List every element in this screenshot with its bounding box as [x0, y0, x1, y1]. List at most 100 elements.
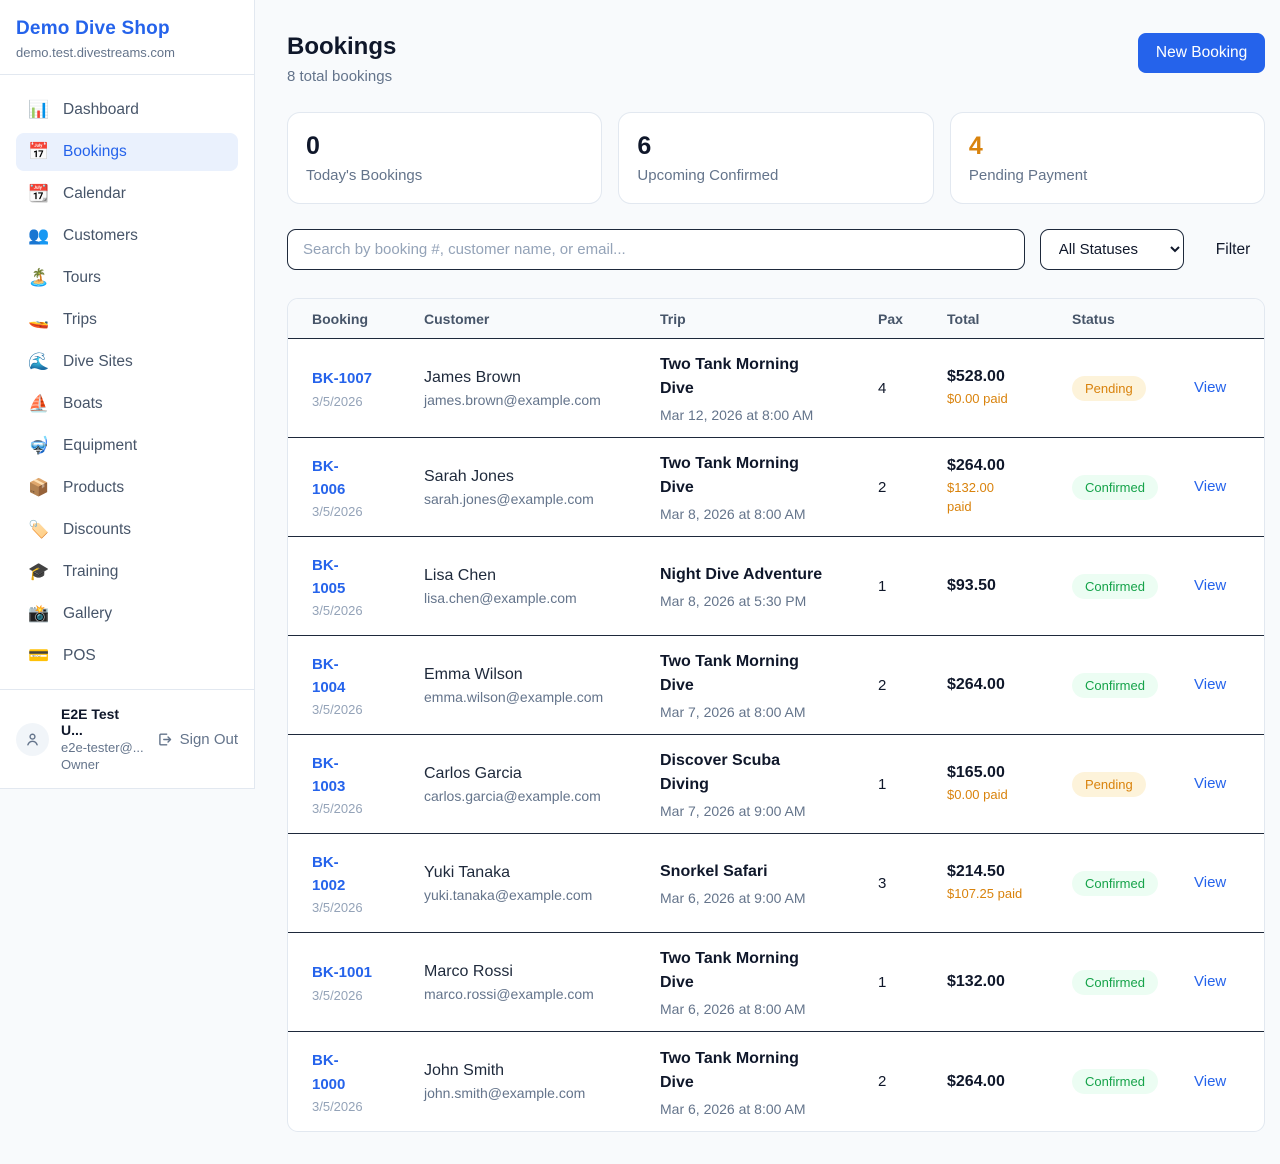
pax-count: 2 [878, 676, 887, 694]
pax-count: 1 [878, 577, 887, 595]
customer-email: emma.wilson@example.com [424, 688, 604, 705]
controls-row: All Statuses Filter [287, 229, 1265, 270]
sidebar-item-label: Customers [63, 227, 138, 244]
paid-amount: $107.25 paid [947, 885, 1023, 901]
customer-cell: Emma Wilson emma.wilson@example.com [424, 666, 660, 705]
stat-label: Upcoming Confirmed [637, 167, 779, 184]
sidebar-item-dive-sites[interactable]: 🌊 Dive Sites [16, 343, 238, 381]
wave-icon: 🌊 [28, 352, 50, 371]
filter-button[interactable]: Filter [1201, 233, 1265, 267]
total-cell: $93.50 [947, 577, 1072, 595]
view-link[interactable]: View [1194, 379, 1227, 396]
customer-email: sarah.jones@example.com [424, 490, 594, 507]
booking-date: 3/5/2026 [312, 1098, 363, 1114]
view-link[interactable]: View [1194, 973, 1227, 990]
sidebar-item-dashboard[interactable]: 📊 Dashboard [16, 91, 238, 129]
label-tag-icon: 🏷️ [28, 520, 50, 539]
new-booking-button[interactable]: New Booking [1137, 33, 1266, 73]
sidebar-item-tours[interactable]: 🏝️ Tours [16, 259, 238, 297]
sidebar-item-products[interactable]: 📦 Products [16, 469, 238, 507]
trip-datetime: Mar 8, 2026 at 5:30 PM [660, 593, 807, 609]
graduation-cap-icon: 🎓 [28, 562, 50, 581]
sidebar-item-boats[interactable]: ⛵ Boats [16, 385, 238, 423]
view-link[interactable]: View [1194, 478, 1227, 495]
calendar-icon: 📅 [28, 142, 50, 161]
page-header: Bookings 8 total bookings New Booking [287, 33, 1266, 85]
bar-chart-icon: 📊 [28, 100, 50, 119]
sidebar-item-calendar[interactable]: 📆 Calendar [16, 175, 238, 213]
booking-cell: BK-1001 3/5/2026 [312, 961, 424, 1002]
sidebar-item-label: Discounts [63, 521, 132, 538]
stat-card: 0 Today's Bookings [287, 112, 603, 204]
diving-mask-icon: 🤿 [28, 436, 50, 455]
customer-cell: Carlos Garcia carlos.garcia@example.com [424, 765, 660, 804]
stat-value: 6 [637, 132, 652, 160]
sidebar-item-label: Dashboard [63, 101, 139, 118]
total-cell: $132.00 [947, 973, 1072, 991]
title-block: Bookings 8 total bookings [287, 33, 396, 85]
status-cell: Confirmed [1072, 474, 1194, 500]
trip-datetime: Mar 12, 2026 at 8:00 AM [660, 407, 814, 423]
pax-count: 1 [878, 973, 887, 991]
speedboat-icon: 🚤 [28, 310, 50, 329]
person-icon [27, 733, 38, 746]
user-footer: E2E Test U... e2e-tester@... Owner Sign … [0, 689, 254, 788]
view-link[interactable]: View [1194, 577, 1227, 594]
stat-card: 6 Upcoming Confirmed [618, 112, 934, 204]
column-header-total: Total [947, 310, 980, 327]
page-subtitle: 8 total bookings [287, 68, 393, 85]
total-amount: $264.00 [947, 1072, 1005, 1090]
sidebar-item-equipment[interactable]: 🤿 Equipment [16, 427, 238, 465]
booking-number-link[interactable]: BK-1007 [312, 370, 373, 388]
booking-number-link[interactable]: BK- 1003 [312, 754, 346, 795]
action-cell: View [1194, 1073, 1240, 1091]
view-link[interactable]: View [1194, 874, 1227, 891]
view-link[interactable]: View [1194, 775, 1227, 792]
status-filter-select[interactable]: All Statuses [1039, 229, 1184, 270]
sidebar-item-label: Calendar [63, 185, 126, 202]
sailboat-icon: ⛵ [28, 394, 50, 413]
sidebar-item-bookings[interactable]: 📅 Bookings [16, 133, 238, 171]
sidebar-item-trips[interactable]: 🚤 Trips [16, 301, 238, 339]
avatar [16, 722, 49, 756]
search-input[interactable] [287, 229, 1025, 270]
sidebar-item-customers[interactable]: 👥 Customers [16, 217, 238, 255]
trip-name: Two Tank Morning Dive [660, 356, 799, 397]
booking-number-link[interactable]: BK- 1002 [312, 853, 346, 894]
trip-cell: Two Tank Morning Dive Mar 6, 2026 at 8:0… [660, 1047, 878, 1117]
table-row: BK-1001 3/5/2026 Marco Rossi marco.rossi… [288, 933, 1265, 1032]
package-icon: 📦 [28, 478, 50, 497]
trip-cell: Snorkel Safari Mar 6, 2026 at 9:00 AM [660, 860, 878, 906]
user-info: E2E Test U... e2e-tester@... Owner [61, 706, 144, 772]
sidebar-item-pos[interactable]: 💳 POS [16, 637, 238, 675]
sidebar-item-label: Trips [63, 311, 97, 328]
view-link[interactable]: View [1194, 1072, 1227, 1090]
paid-amount: $0.00 paid [947, 786, 1008, 802]
sidebar-item-label: Products [63, 479, 125, 496]
table-body: BK-1007 3/5/2026 James Brown james.brown… [288, 339, 1265, 1131]
trip-cell: Discover Scuba Diving Mar 7, 2026 at 9:0… [660, 749, 878, 819]
booking-cell: BK- 1006 3/5/2026 [312, 455, 424, 520]
tear-off-calendar-icon: 📆 [28, 184, 50, 203]
booking-number-link[interactable]: BK- 1005 [312, 556, 346, 597]
sidebar-item-gallery[interactable]: 📸 Gallery [16, 595, 238, 633]
booking-cell: BK- 1005 3/5/2026 [312, 554, 424, 619]
sign-out-button[interactable]: Sign Out [156, 731, 238, 748]
view-link[interactable]: View [1194, 676, 1227, 693]
booking-number-link[interactable]: BK- 1000 [312, 1052, 346, 1093]
table-row: BK- 1003 3/5/2026 Carlos Garcia carlos.g… [288, 735, 1265, 834]
page-title: Bookings [287, 33, 397, 60]
booking-number-link[interactable]: BK- 1006 [312, 457, 346, 498]
sidebar-item-training[interactable]: 🎓 Training [16, 553, 238, 591]
booking-number-link[interactable]: BK-1001 [312, 964, 373, 982]
trip-name: Two Tank Morning Dive [660, 950, 799, 991]
booking-number-link[interactable]: BK- 1004 [312, 655, 346, 696]
customer-cell: Marco Rossi marco.rossi@example.com [424, 963, 660, 1002]
status-badge: Confirmed [1072, 573, 1158, 599]
sidebar-item-discounts[interactable]: 🏷️ Discounts [16, 511, 238, 549]
trip-name: Two Tank Morning Dive [660, 653, 799, 694]
booking-cell: BK- 1000 3/5/2026 [312, 1049, 424, 1114]
total-amount: $214.50 [947, 862, 1005, 880]
trip-datetime: Mar 6, 2026 at 9:00 AM [660, 890, 806, 906]
total-cell: $264.00 [947, 1073, 1072, 1091]
